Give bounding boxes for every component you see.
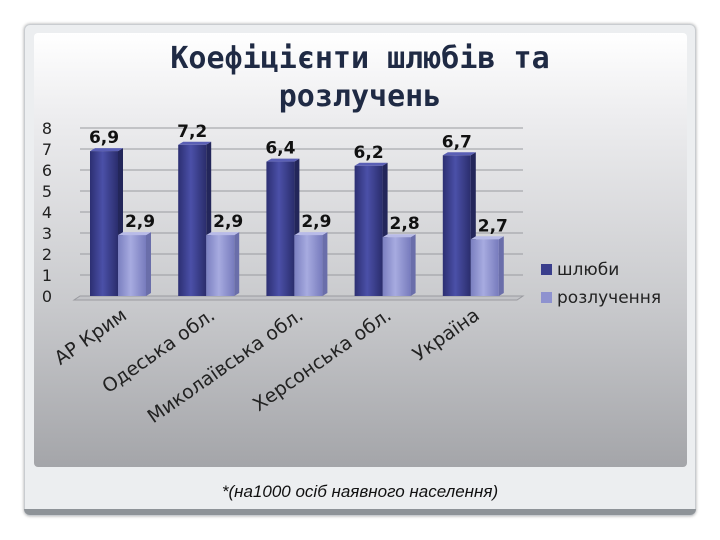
bar-marriages — [90, 151, 118, 296]
data-label: 2,8 — [390, 214, 420, 234]
footnote: *(на1000 осіб наявного населення) — [221, 482, 499, 501]
bar-marriages — [354, 165, 383, 296]
bar-top — [294, 232, 328, 236]
x-category-label: Україна — [409, 304, 484, 366]
x-category-label: АР Крим — [50, 304, 130, 369]
data-label: 6,2 — [354, 143, 384, 163]
legend-swatch — [541, 292, 552, 303]
y-tick-label: 8 — [42, 119, 52, 138]
data-label: 2,9 — [213, 212, 243, 232]
bar-divorces — [294, 235, 323, 296]
y-tick-label: 3 — [42, 224, 52, 243]
bar-top — [90, 148, 123, 152]
bar-marriages — [266, 161, 295, 296]
y-tick-label: 5 — [42, 182, 52, 201]
data-label: 6,9 — [89, 128, 119, 148]
bar-side — [234, 232, 240, 296]
bar-divorces — [470, 239, 499, 296]
legend-label: шлюби — [557, 260, 619, 280]
y-tick-label: 4 — [42, 203, 52, 222]
bar-side — [498, 236, 504, 296]
x-category-label: Миколаївська обл. — [144, 304, 308, 428]
bar-side — [410, 234, 416, 296]
chart-title-line1: Коефіцієнти шлюбів та — [170, 41, 550, 76]
y-tick-label: 0 — [42, 287, 52, 306]
bar-marriages — [442, 155, 471, 296]
bar-top — [470, 236, 504, 240]
chart-title-line2: розлучень — [278, 79, 442, 114]
data-label: 2,7 — [478, 216, 508, 236]
legend-label: розлучення — [557, 288, 661, 308]
bar-top — [118, 232, 151, 236]
bar-top — [206, 232, 240, 236]
legend-swatch — [541, 264, 552, 275]
y-tick-label: 7 — [42, 140, 52, 159]
bar-top — [442, 152, 476, 156]
chart-floor — [72, 295, 525, 301]
data-label: 7,2 — [177, 122, 207, 142]
data-label: 2,9 — [301, 212, 331, 232]
bar-top — [178, 141, 212, 145]
bar-top — [266, 158, 300, 162]
y-tick-label: 6 — [42, 161, 52, 180]
bar-divorces — [206, 235, 235, 296]
bar-top — [354, 162, 388, 166]
bar-side — [146, 232, 151, 296]
data-label: 6,7 — [442, 132, 472, 152]
bar-divorces — [118, 235, 146, 296]
bar-marriages — [178, 144, 207, 296]
slide-bottom-bar — [24, 509, 696, 515]
y-tick-label: 1 — [42, 266, 52, 285]
y-tick-label: 2 — [42, 245, 52, 264]
bar-side — [322, 232, 328, 296]
data-label: 6,4 — [265, 139, 295, 159]
bar-top — [382, 234, 416, 238]
data-label: 2,9 — [125, 212, 155, 232]
bar-divorces — [382, 237, 411, 296]
